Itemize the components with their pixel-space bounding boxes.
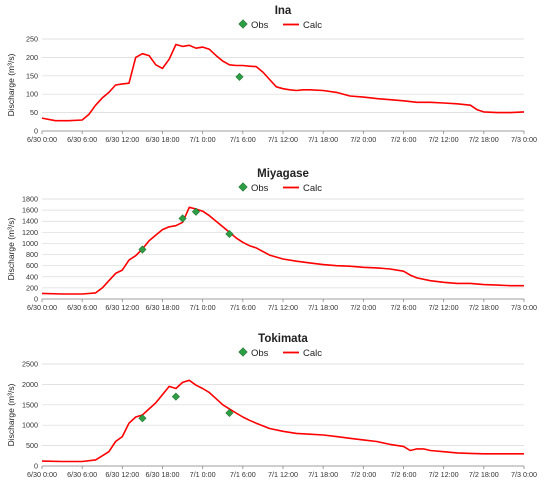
x-tick-label: 7/3 0:00	[511, 135, 537, 144]
calc-series-line	[41, 206, 524, 295]
obs-point	[225, 229, 234, 239]
x-tick-label: 7/1 0:00	[190, 470, 216, 479]
y-tick-label: 600	[26, 261, 38, 270]
x-tick-label: 7/1 12:00	[268, 303, 298, 312]
y-tick-label: 2500	[22, 360, 38, 369]
x-tick-label: 7/1 18:00	[308, 470, 338, 479]
x-tick-label: 6/30 6:00	[67, 470, 97, 479]
y-tick-label: 150	[26, 71, 38, 80]
legend-obs-marker	[238, 182, 248, 192]
y-tick-label: 250	[26, 35, 38, 44]
legend-obs-marker	[238, 19, 248, 29]
chart-tokimata: Tokimata Obs Calc 0 500 1000 1500 2000 2500 6/30 …	[6, 333, 537, 479]
y-tick-label: 400	[26, 272, 38, 281]
y-tick-label: 0	[34, 462, 38, 471]
x-tick-label: 7/1 6:00	[230, 135, 256, 144]
y-tick-label: 1400	[22, 217, 38, 226]
y-tick-label: 100	[26, 90, 38, 99]
y-tick-label: 800	[26, 250, 38, 259]
obs-point	[138, 414, 147, 423]
x-tick-label: 7/1 18:00	[308, 135, 338, 144]
legend-calc-label: Calc	[303, 183, 322, 194]
chart-miyagase: Miyagase Obs Calc 0 200 400 600 800 1000 1200 1400…	[6, 168, 537, 312]
x-tick-label: 7/2 0:00	[350, 470, 376, 479]
chart-ina: Ina Obs Calc 0 50 100 150 200 250 6/30 0:00 6/30 6…	[6, 5, 537, 144]
x-tick-label: 7/2 12:00	[429, 135, 459, 144]
y-tick-label: 0	[34, 295, 38, 304]
y-tick-label: 1500	[22, 400, 38, 409]
y-tick-label: 1600	[22, 206, 38, 215]
legend-obs-label: Obs	[251, 183, 269, 194]
y-tick-label: 200	[26, 283, 38, 292]
x-tick-label: 7/2 12:00	[429, 303, 459, 312]
y-tick-label: 2000	[22, 380, 38, 389]
x-tick-label: 7/1 6:00	[230, 303, 256, 312]
y-tick-label: 200	[26, 53, 38, 62]
obs-point	[191, 207, 201, 216]
x-tick-label: 7/1 6:00	[230, 470, 256, 479]
x-tick-label: 7/2 18:00	[469, 470, 499, 479]
y-tick-label: 1000	[22, 239, 38, 248]
x-tick-label: 7/3 0:00	[511, 303, 537, 312]
y-axis-label: Discharge (m³/s)	[6, 217, 16, 280]
chart-title: Ina	[275, 5, 292, 17]
x-tick-label: 7/2 6:00	[391, 303, 417, 312]
legend-calc-label: Calc	[303, 348, 322, 359]
obs-point	[138, 245, 147, 254]
x-tick-label: 7/1 0:00	[190, 135, 216, 144]
x-tick-label: 7/2 18:00	[469, 303, 499, 312]
x-tick-label: 7/2 18:00	[469, 135, 499, 144]
obs-point	[225, 408, 234, 417]
x-tick-label: 7/1 12:00	[268, 470, 298, 479]
x-tick-label: 6/30 12:00	[105, 303, 139, 312]
y-axis-label: Discharge (m³/s)	[6, 383, 16, 446]
obs-point	[171, 392, 180, 401]
x-tick-label: 7/2 6:00	[391, 135, 417, 144]
y-tick-label: 50	[30, 108, 38, 117]
y-tick-label: 500	[26, 441, 38, 450]
chart-title: Miyagase	[257, 168, 309, 180]
calc-series-line	[41, 43, 525, 122]
calc-series-line	[41, 379, 524, 463]
y-tick-label: 1200	[22, 228, 38, 237]
x-tick-label: 7/2 0:00	[350, 135, 376, 144]
x-tick-label: 6/30 0:00	[27, 303, 57, 312]
x-tick-label: 7/2 6:00	[391, 470, 417, 479]
x-tick-label: 6/30 0:00	[27, 470, 57, 479]
x-tick-label: 6/30 18:00	[146, 470, 180, 479]
obs-point	[178, 214, 187, 223]
chart-title: Tokimata	[258, 333, 308, 345]
y-tick-label: 1000	[22, 421, 38, 430]
x-tick-label: 6/30 6:00	[67, 303, 97, 312]
x-tick-label: 6/30 12:00	[105, 135, 139, 144]
x-tick-label: 7/3 0:00	[511, 470, 537, 479]
legend-obs-marker	[238, 347, 248, 357]
y-tick-label: 0	[34, 127, 38, 136]
legend-calc-label: Calc	[303, 20, 322, 31]
x-tick-label: 7/1 18:00	[308, 303, 338, 312]
obs-point	[235, 72, 244, 81]
x-tick-label: 6/30 18:00	[146, 303, 180, 312]
x-tick-label: 7/2 0:00	[350, 303, 376, 312]
x-tick-label: 7/2 12:00	[429, 470, 459, 479]
x-tick-label: 7/1 0:00	[190, 303, 216, 312]
y-axis-label: Discharge (m³/s)	[6, 53, 16, 116]
legend-obs-label: Obs	[251, 20, 269, 31]
y-tick-label: 1800	[22, 195, 38, 204]
legend-obs-label: Obs	[251, 348, 269, 359]
x-tick-label: 6/30 6:00	[67, 135, 97, 144]
x-tick-label: 7/1 12:00	[268, 135, 298, 144]
x-tick-label: 6/30 0:00	[27, 135, 57, 144]
x-tick-label: 6/30 18:00	[146, 135, 180, 144]
x-tick-label: 6/30 12:00	[105, 470, 139, 479]
